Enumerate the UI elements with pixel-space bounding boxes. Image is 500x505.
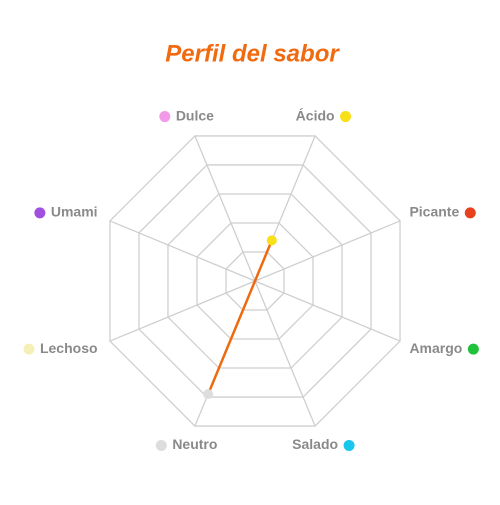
data-point	[266, 235, 277, 246]
data-line	[206, 239, 274, 396]
legend-dot	[34, 207, 46, 219]
axis-label: Neutro	[172, 436, 217, 452]
data-point	[203, 389, 214, 400]
axis-label: Salado	[292, 436, 338, 452]
axis-spoke	[254, 280, 316, 427]
legend-dot	[340, 111, 352, 123]
axis-label: Amargo	[409, 340, 462, 356]
axis-label: Lechoso	[40, 340, 98, 356]
axis-label: Ácido	[296, 107, 335, 123]
axis-spoke	[194, 135, 256, 282]
chart-title: Perfil del sabor	[165, 40, 340, 67]
axis-label: Dulce	[176, 107, 214, 123]
axis-label: Umami	[51, 204, 98, 220]
legend-dot	[464, 207, 476, 219]
legend-dot	[467, 343, 479, 355]
axis-spoke	[254, 220, 401, 282]
legend-dot	[155, 439, 167, 451]
axis-spoke	[254, 280, 401, 342]
axis-label: Picante	[409, 204, 459, 220]
axis-spoke	[109, 220, 256, 282]
legend-dot	[343, 439, 355, 451]
legend-dot	[23, 343, 35, 355]
axis-spoke	[109, 280, 256, 342]
legend-dot	[159, 111, 171, 123]
